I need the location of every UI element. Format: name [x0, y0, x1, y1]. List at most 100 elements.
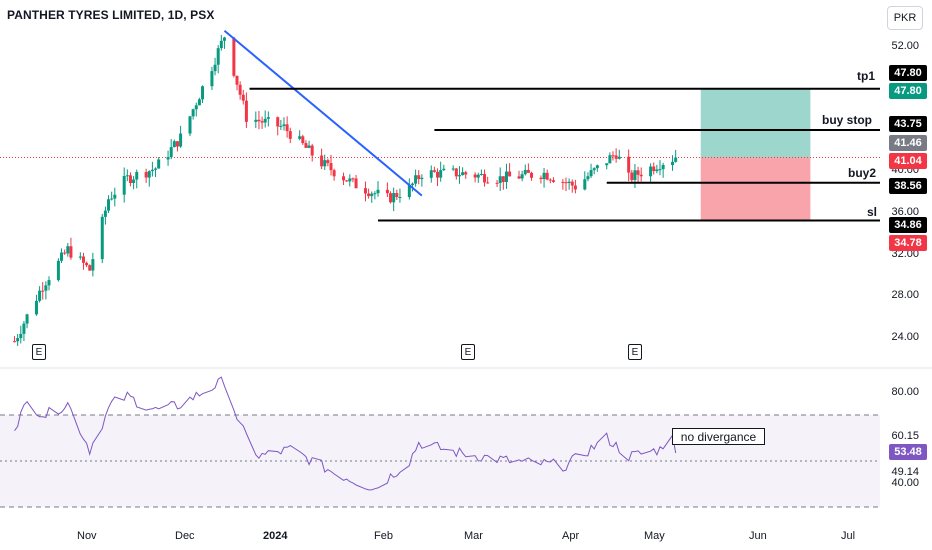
- candle-body: [41, 290, 45, 292]
- candle-body: [389, 193, 393, 203]
- rsi-value-tag: 53.48: [889, 444, 927, 460]
- candle-body: [501, 176, 505, 183]
- candle-body: [132, 179, 136, 184]
- chart-title: PANTHER TYRES LIMITED, 1D, PSX: [7, 8, 215, 22]
- candle-body: [113, 194, 117, 199]
- candle-body: [414, 175, 418, 184]
- candle-body: [451, 168, 455, 170]
- candle-body: [617, 156, 621, 159]
- buy2-label: buy2: [848, 166, 877, 180]
- candle-body: [279, 125, 283, 127]
- candle-body: [103, 210, 107, 217]
- candle-body: [235, 75, 239, 85]
- candle-body: [605, 163, 609, 166]
- candle-body: [520, 174, 524, 179]
- candle-body: [307, 145, 311, 148]
- candle-body: [564, 182, 568, 184]
- candle-body: [191, 109, 195, 117]
- rsi-tick: 80.00: [891, 386, 919, 398]
- candle-body: [376, 189, 380, 194]
- candle-body: [627, 156, 631, 173]
- candle-body: [201, 86, 205, 100]
- candle-body: [125, 175, 129, 177]
- last-price-tag: 41.04: [889, 153, 927, 169]
- currency-button[interactable]: PKR: [887, 6, 923, 30]
- candle-body: [573, 185, 577, 190]
- profit-zone: [700, 88, 811, 158]
- candle-body: [13, 341, 17, 343]
- candle-body: [47, 280, 51, 286]
- candle-body: [592, 168, 596, 171]
- candle-body: [436, 171, 440, 178]
- candle-body: [188, 116, 192, 134]
- buy-stop-price-tag: 43.75: [889, 116, 927, 132]
- candle-body: [570, 181, 574, 186]
- rsi-note: no divergance: [672, 428, 765, 445]
- candle-body: [539, 177, 543, 180]
- candle-body: [147, 171, 151, 178]
- candle-body: [498, 176, 502, 183]
- candle-body: [661, 165, 665, 170]
- candle-body: [595, 165, 599, 169]
- earnings-marker[interactable]: E: [32, 344, 46, 360]
- candle-body: [238, 84, 242, 95]
- candle-body: [175, 141, 179, 147]
- candle-body: [241, 94, 245, 101]
- candle-body: [479, 174, 483, 176]
- candle-body: [320, 155, 324, 167]
- candle-body: [551, 180, 555, 182]
- candle-body: [483, 174, 487, 183]
- candle-body: [636, 170, 640, 175]
- time-label: Jun: [749, 530, 767, 542]
- candle-body: [232, 37, 236, 76]
- candle-body: [454, 168, 458, 177]
- candle-body: [323, 160, 327, 167]
- candle-body: [91, 259, 95, 271]
- candle-body: [254, 119, 258, 122]
- candle-body: [658, 169, 662, 171]
- candle-body: [567, 181, 571, 183]
- candle-body: [367, 193, 371, 197]
- candle-body: [166, 157, 170, 160]
- time-label: Apr: [562, 530, 580, 542]
- rsi-tick: 49.14: [891, 466, 919, 478]
- candle-body: [16, 338, 20, 342]
- candle-body: [216, 48, 220, 65]
- candle-body: [122, 175, 126, 195]
- candle-body: [298, 136, 302, 139]
- candle-body: [630, 172, 634, 181]
- candle-body: [244, 100, 248, 122]
- candle-body: [561, 181, 565, 183]
- candle-body: [282, 124, 286, 126]
- candle-body: [301, 136, 305, 144]
- candle-body: [395, 193, 399, 198]
- candle-body: [85, 262, 89, 266]
- candle-body: [66, 246, 70, 254]
- candle-body: [473, 174, 477, 178]
- candle-body: [100, 216, 104, 260]
- candle-body: [128, 175, 132, 184]
- candle-body: [649, 166, 653, 177]
- candle-body: [38, 290, 42, 301]
- candle-body: [342, 176, 346, 181]
- candle-body: [652, 166, 656, 172]
- price-tick: 32.00: [891, 248, 919, 260]
- candle-body: [407, 184, 411, 198]
- candle-body: [169, 147, 173, 158]
- candle-body: [442, 168, 446, 171]
- tp1-price-tag: 47.80: [889, 65, 927, 81]
- earnings-marker[interactable]: E: [628, 344, 642, 360]
- candle-body: [348, 178, 352, 182]
- candle-body: [410, 183, 414, 185]
- candle-body: [523, 169, 527, 175]
- candle-body: [486, 182, 490, 184]
- candle-body: [172, 141, 176, 148]
- earnings-marker[interactable]: E: [461, 344, 475, 360]
- candle-body: [288, 131, 292, 139]
- rsi-tick: 40.00: [891, 477, 919, 489]
- tp1-label: tp1: [857, 69, 875, 83]
- candle-body: [608, 155, 612, 164]
- candle-body: [135, 172, 139, 180]
- candle-body: [210, 71, 214, 87]
